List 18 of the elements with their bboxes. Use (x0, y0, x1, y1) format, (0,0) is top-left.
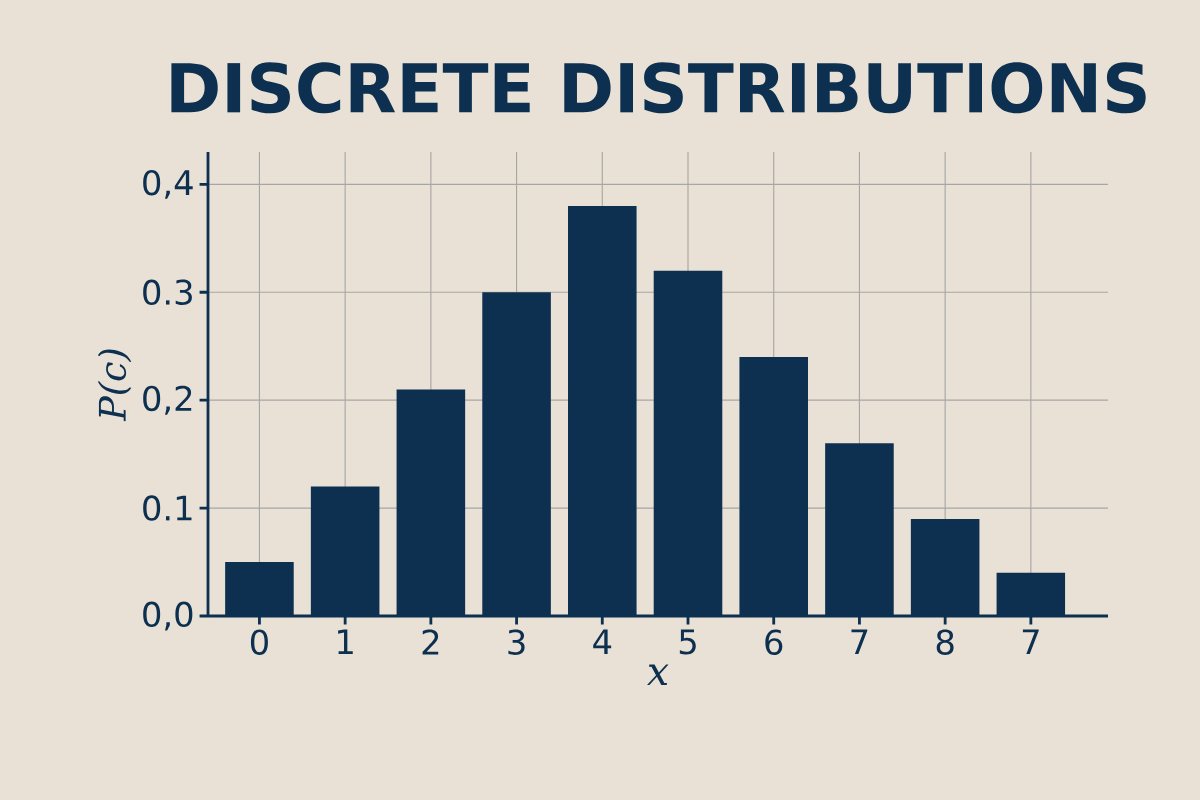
y-tick-label: 0,0 (143, 601, 193, 631)
x-tick-label: 2 (422, 629, 439, 655)
y-tick-label: 0,4 (143, 169, 193, 199)
x-tick-label: 7 (851, 629, 868, 654)
x-tick-label: 1 (338, 629, 353, 654)
chart-title: DISCRETE DISTRIBUTIONS (171, 62, 1146, 114)
x-tick-label: 8 (936, 629, 954, 655)
x-tick-label: 6 (765, 629, 783, 655)
y-axis-title: P(c) (97, 349, 132, 422)
x-tick-label: 0 (250, 629, 268, 655)
x-tick-label: 3 (508, 629, 525, 655)
y-tick-label: 0.3 (143, 279, 192, 306)
x-tick-label: 7 (1022, 629, 1039, 654)
y-tick-label: 0,2 (143, 385, 192, 415)
x-tick-label: 4 (593, 629, 612, 654)
x-axis-title: x (647, 664, 669, 686)
x-tick-label: 5 (679, 629, 696, 655)
y-tick-label: 0.1 (143, 495, 192, 521)
